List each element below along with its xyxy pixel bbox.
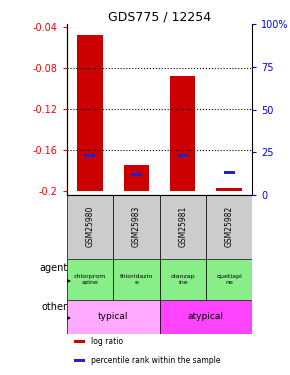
Text: typical: typical xyxy=(98,312,128,321)
Text: agent: agent xyxy=(39,263,68,273)
Text: GSM25983: GSM25983 xyxy=(132,206,141,248)
Text: GSM25982: GSM25982 xyxy=(224,206,234,248)
Bar xyxy=(160,259,206,300)
Bar xyxy=(67,195,113,259)
Title: GDS775 / 12254: GDS775 / 12254 xyxy=(108,10,211,23)
Bar xyxy=(206,259,252,300)
Bar xyxy=(131,173,142,176)
Bar xyxy=(206,195,252,259)
Text: log ratio: log ratio xyxy=(91,338,123,346)
Bar xyxy=(124,165,149,191)
Text: olanzap
ine: olanzap ine xyxy=(171,274,195,285)
Text: other: other xyxy=(42,302,68,312)
Text: quetiapi
ne: quetiapi ne xyxy=(216,274,242,285)
Bar xyxy=(113,259,160,300)
Bar xyxy=(84,154,95,157)
Bar xyxy=(113,195,160,259)
Bar xyxy=(216,188,242,191)
Bar xyxy=(160,300,252,333)
Bar xyxy=(74,359,84,362)
Text: GSM25981: GSM25981 xyxy=(178,206,187,248)
Text: GSM25980: GSM25980 xyxy=(85,206,95,248)
Bar xyxy=(224,171,235,174)
Bar xyxy=(67,259,113,300)
Text: thioridazin
e: thioridazin e xyxy=(119,274,153,285)
Text: chlorprom
azine: chlorprom azine xyxy=(74,274,106,285)
Bar xyxy=(160,195,206,259)
Bar xyxy=(177,154,188,157)
Bar xyxy=(170,76,195,191)
Text: percentile rank within the sample: percentile rank within the sample xyxy=(91,356,220,365)
Text: atypical: atypical xyxy=(188,312,224,321)
Bar xyxy=(77,34,103,191)
Bar xyxy=(74,340,84,344)
Bar xyxy=(67,300,160,333)
